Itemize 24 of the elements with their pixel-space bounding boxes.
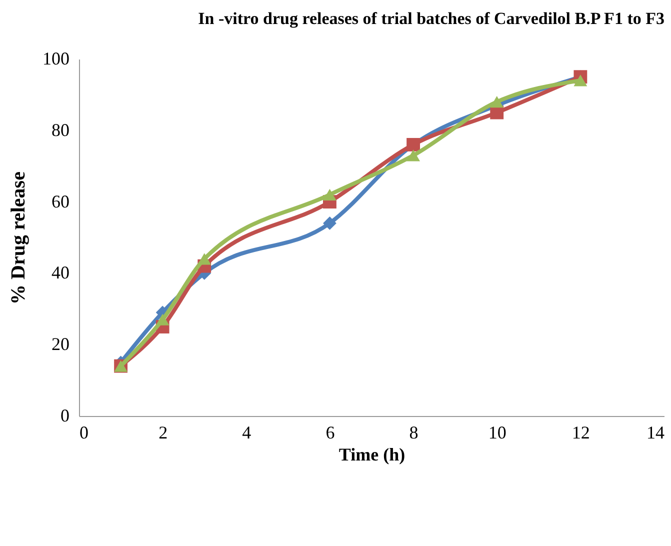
y-tick-label: 60 (52, 191, 70, 212)
y-tick-label: 40 (52, 262, 70, 283)
y-axis-title: % Drug release (8, 171, 30, 304)
x-tick-label: 4 (242, 422, 252, 442)
y-tick-label: 100 (42, 48, 70, 68)
point (490, 96, 504, 108)
y-tick-label: 0 (60, 406, 70, 426)
point (323, 216, 336, 230)
x-tick-label: 8 (409, 422, 418, 442)
y-tick-label: 20 (52, 334, 70, 354)
x-axis-title: Time (h) (338, 444, 406, 464)
x-tick-label: 10 (488, 422, 506, 442)
point (406, 150, 420, 162)
point (323, 188, 336, 200)
y-tick-label: 80 (52, 120, 70, 140)
chart-title: In -vitro drug releases of trial batches of Carvedilol B.P F1 to F3 (198, 9, 664, 28)
x-tick-label: 6 (326, 422, 335, 442)
x-tick-label: 2 (158, 422, 168, 442)
point (198, 253, 212, 265)
x-tick-label: 0 (80, 422, 88, 442)
x-tick-label: 12 (572, 422, 590, 442)
x-tick-label: 14 (646, 422, 664, 442)
point (156, 314, 170, 326)
point (574, 74, 588, 86)
